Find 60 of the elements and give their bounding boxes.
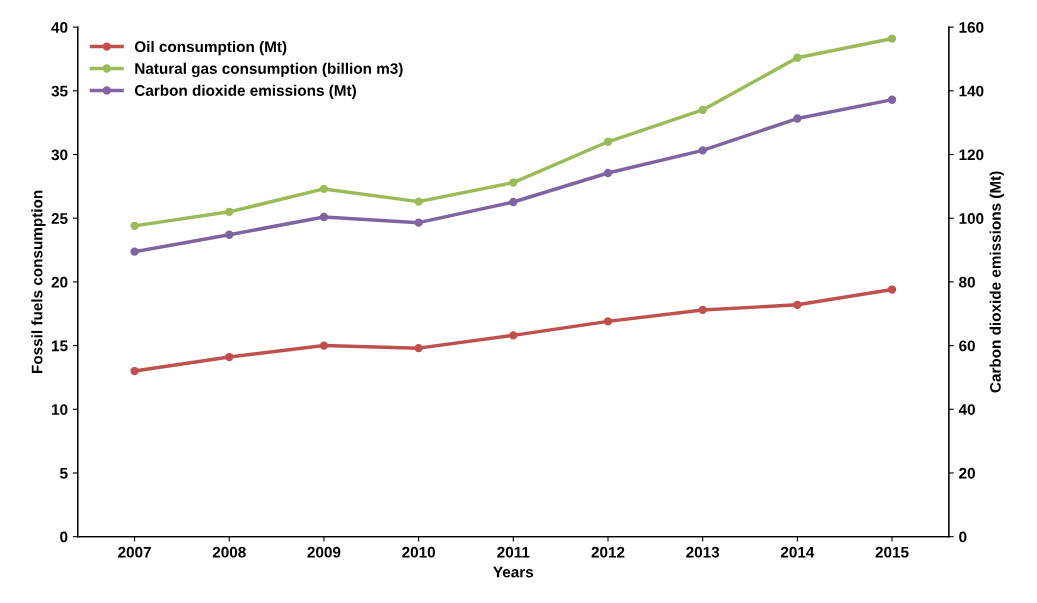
y2-tick-label: 100 — [959, 213, 984, 224]
point — [698, 105, 707, 115]
point — [414, 197, 423, 206]
y-tick-label: 15 — [52, 340, 68, 352]
point — [887, 285, 897, 294]
point — [130, 366, 139, 376]
point — [225, 207, 234, 217]
y2-tick-label: 40 — [958, 404, 975, 415]
point — [793, 53, 802, 62]
y2-axis-title: Carbon dioxide emissions (Mt) — [989, 171, 1004, 393]
point — [603, 168, 613, 178]
y-axis-title: Fossil fuels consumption — [31, 190, 46, 373]
point — [319, 184, 329, 194]
point — [793, 300, 802, 309]
y-tick-label: 5 — [60, 468, 68, 479]
point — [887, 34, 897, 43]
point — [509, 331, 518, 340]
point — [130, 247, 139, 256]
y-tick-label: 25 — [51, 213, 68, 224]
point — [414, 343, 423, 353]
y-tick-label: 40 — [51, 22, 68, 33]
x-tick-label: 2009 — [307, 546, 341, 558]
y2-tick-label: 0 — [959, 531, 967, 543]
legend-label: Carbon dioxide emissions (Mt) — [134, 84, 356, 99]
point — [319, 341, 329, 350]
x-tick-label: 2010 — [402, 546, 435, 558]
y2-tick-label: 20 — [959, 467, 975, 479]
point — [414, 218, 423, 227]
x-tick-label: 2007 — [118, 546, 151, 558]
point — [509, 178, 518, 187]
point — [225, 352, 234, 362]
point — [319, 212, 329, 222]
point — [603, 137, 613, 146]
y2-tick-label: 80 — [959, 276, 975, 288]
x-axis-title: Years — [493, 566, 534, 578]
legend-label: Oil consumption (Mt) — [134, 40, 287, 56]
x-tick-label: 2013 — [686, 546, 720, 558]
point — [225, 230, 234, 239]
point — [793, 114, 802, 123]
x-tick-label: 2012 — [591, 546, 625, 558]
x-tick-label: 2008 — [212, 546, 246, 558]
point — [698, 146, 707, 155]
x-tick-label: 2014 — [780, 546, 815, 558]
point — [130, 221, 139, 231]
y2-tick-label: 160 — [959, 22, 984, 33]
x-tick-label: 2015 — [875, 546, 909, 558]
point — [887, 95, 897, 104]
y2-tick-label: 140 — [959, 85, 984, 97]
y2-tick-label: 60 — [959, 340, 975, 352]
legend-label: Natural gas consumption (billion m3) — [135, 62, 403, 78]
y-tick-label: 35 — [51, 85, 68, 97]
y2-tick-label: 120 — [959, 149, 984, 161]
y-tick-label: 20 — [51, 276, 68, 288]
y-tick-label: 10 — [52, 404, 68, 415]
y-tick-label: 0 — [60, 531, 68, 543]
x-tick-label: 2011 — [497, 546, 530, 558]
point — [603, 317, 613, 326]
point — [698, 305, 707, 315]
point — [509, 197, 518, 207]
y-tick-label: 30 — [51, 149, 68, 161]
